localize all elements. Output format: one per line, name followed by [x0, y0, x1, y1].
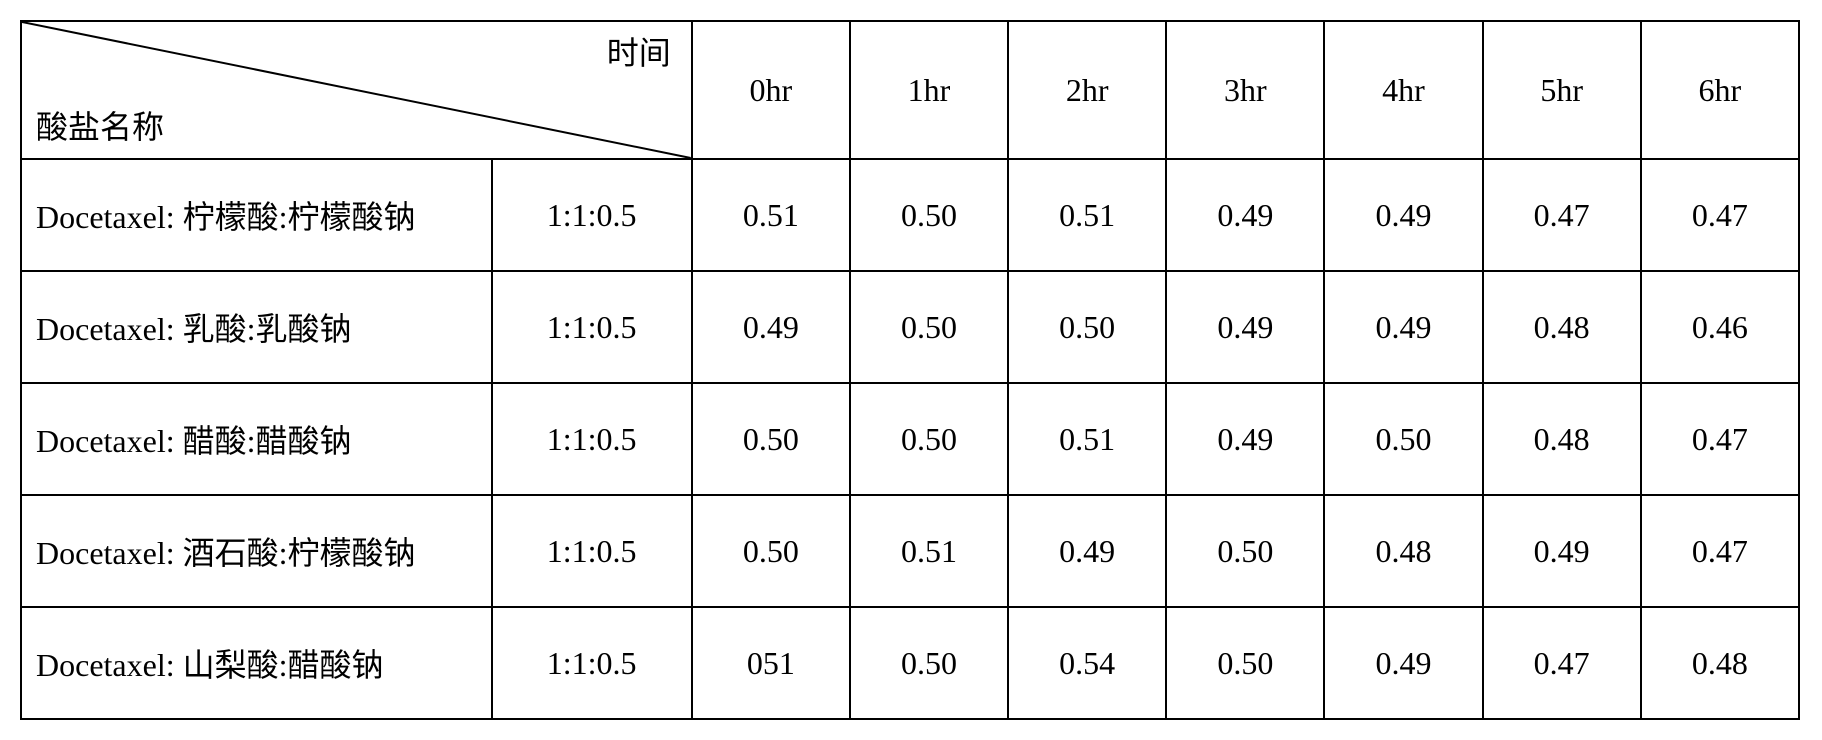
cell: 0.48 [1483, 383, 1641, 495]
col-header: 0hr [692, 21, 850, 159]
cell: 0.50 [850, 271, 1008, 383]
cell: 0.51 [1008, 159, 1166, 271]
cell: 0.47 [1483, 607, 1641, 719]
cell: 0.50 [850, 383, 1008, 495]
cell: 0.48 [1641, 607, 1799, 719]
cell: 0.49 [1008, 495, 1166, 607]
cell: 0.46 [1641, 271, 1799, 383]
cell: 0.48 [1324, 495, 1482, 607]
cell: 0.49 [1166, 159, 1324, 271]
header-row: 时间 酸盐名称 0hr 1hr 2hr 3hr 4hr 5hr 6hr [21, 21, 1799, 159]
row-name: Docetaxel: 柠檬酸:柠檬酸钠 [21, 159, 492, 271]
cell: 0.49 [1324, 607, 1482, 719]
cell: 0.49 [1324, 271, 1482, 383]
cell: 0.47 [1483, 159, 1641, 271]
cell: 0.50 [692, 383, 850, 495]
table-row: Docetaxel: 酒石酸:柠檬酸钠 1:1:0.5 0.50 0.51 0.… [21, 495, 1799, 607]
col-header: 1hr [850, 21, 1008, 159]
cell: 0.50 [692, 495, 850, 607]
col-header: 6hr [1641, 21, 1799, 159]
cell: 0.47 [1641, 383, 1799, 495]
cell: 0.50 [850, 159, 1008, 271]
col-header: 5hr [1483, 21, 1641, 159]
cell: 0.50 [1324, 383, 1482, 495]
row-ratio: 1:1:0.5 [492, 159, 692, 271]
table-body: Docetaxel: 柠檬酸:柠檬酸钠 1:1:0.5 0.51 0.50 0.… [21, 159, 1799, 719]
row-ratio: 1:1:0.5 [492, 607, 692, 719]
row-ratio: 1:1:0.5 [492, 383, 692, 495]
cell: 0.48 [1483, 271, 1641, 383]
stability-table: 时间 酸盐名称 0hr 1hr 2hr 3hr 4hr 5hr 6hr Doce… [20, 20, 1800, 720]
cell: 0.47 [1641, 495, 1799, 607]
cell: 0.47 [1641, 159, 1799, 271]
cell: 0.49 [1324, 159, 1482, 271]
cell: 0.51 [692, 159, 850, 271]
row-ratio: 1:1:0.5 [492, 495, 692, 607]
cell: 0.50 [1166, 495, 1324, 607]
row-name: Docetaxel: 醋酸:醋酸钠 [21, 383, 492, 495]
row-ratio: 1:1:0.5 [492, 271, 692, 383]
table-row: Docetaxel: 柠檬酸:柠檬酸钠 1:1:0.5 0.51 0.50 0.… [21, 159, 1799, 271]
row-name: Docetaxel: 酒石酸:柠檬酸钠 [21, 495, 492, 607]
col-header: 3hr [1166, 21, 1324, 159]
cell: 0.49 [1483, 495, 1641, 607]
cell: 0.51 [1008, 383, 1166, 495]
header-name-label: 酸盐名称 [36, 102, 164, 148]
diagonal-header-cell: 时间 酸盐名称 [21, 21, 692, 159]
col-header: 4hr [1324, 21, 1482, 159]
table: 时间 酸盐名称 0hr 1hr 2hr 3hr 4hr 5hr 6hr Doce… [20, 20, 1800, 720]
cell: 0.49 [692, 271, 850, 383]
cell: 0.54 [1008, 607, 1166, 719]
table-row: Docetaxel: 乳酸:乳酸钠 1:1:0.5 0.49 0.50 0.50… [21, 271, 1799, 383]
table-row: Docetaxel: 醋酸:醋酸钠 1:1:0.5 0.50 0.50 0.51… [21, 383, 1799, 495]
cell: 0.49 [1166, 271, 1324, 383]
col-header: 2hr [1008, 21, 1166, 159]
cell: 0.49 [1166, 383, 1324, 495]
cell: 051 [692, 607, 850, 719]
cell: 0.50 [1008, 271, 1166, 383]
header-time-label: 时间 [607, 28, 671, 74]
table-row: Docetaxel: 山梨酸:醋酸钠 1:1:0.5 051 0.50 0.54… [21, 607, 1799, 719]
cell: 0.51 [850, 495, 1008, 607]
cell: 0.50 [1166, 607, 1324, 719]
cell: 0.50 [850, 607, 1008, 719]
row-name: Docetaxel: 乳酸:乳酸钠 [21, 271, 492, 383]
row-name: Docetaxel: 山梨酸:醋酸钠 [21, 607, 492, 719]
